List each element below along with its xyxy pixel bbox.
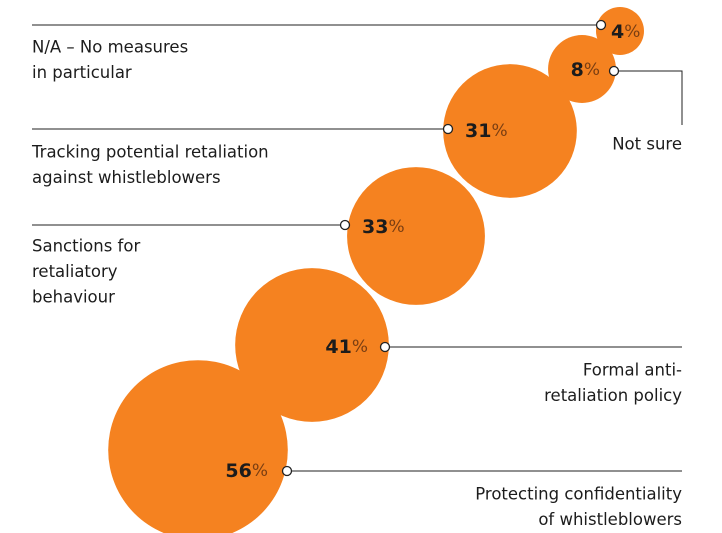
bubble xyxy=(235,268,389,422)
value-unit: % xyxy=(491,121,507,141)
value-label: 56% xyxy=(225,460,268,482)
category-label: Formal anti- xyxy=(583,361,682,380)
value-unit: % xyxy=(584,60,600,80)
value-unit: % xyxy=(252,461,268,481)
category-label: Not sure xyxy=(612,135,682,154)
bubble xyxy=(548,35,616,103)
category-label: retaliatory xyxy=(32,262,118,281)
leader-marker xyxy=(442,123,454,135)
category-label: Tracking potential retaliation xyxy=(31,143,269,162)
leader-line xyxy=(614,70,683,125)
category-label: in particular xyxy=(32,63,132,82)
bubble xyxy=(443,64,577,198)
value-number: 31 xyxy=(465,120,491,142)
bubble xyxy=(347,167,485,305)
bubble xyxy=(108,360,288,533)
value-label: 41% xyxy=(325,336,368,358)
category-label: of whistleblowers xyxy=(538,510,682,529)
value-unit: % xyxy=(624,22,640,42)
category-label: N/A – No measures xyxy=(32,38,188,57)
leader-marker xyxy=(379,341,391,353)
value-number: 8 xyxy=(571,59,584,81)
category-label: behaviour xyxy=(32,288,115,307)
value-label: 31% xyxy=(465,120,508,142)
category-label: against whistleblowers xyxy=(32,168,221,187)
value-number: 33 xyxy=(362,216,388,238)
value-label: 4% xyxy=(611,21,640,43)
bubble xyxy=(596,7,644,55)
category-label: Sanctions for xyxy=(32,237,140,256)
value-label: 8% xyxy=(571,59,600,81)
value-number: 4 xyxy=(611,21,624,43)
category-label: Protecting confidentiality xyxy=(475,485,682,504)
category-label: retaliation policy xyxy=(544,386,682,405)
value-unit: % xyxy=(388,217,404,237)
leader-marker xyxy=(595,19,607,31)
leader-marker xyxy=(281,465,293,477)
value-unit: % xyxy=(352,337,368,357)
value-label: 33% xyxy=(362,216,405,238)
value-number: 56 xyxy=(225,460,251,482)
leader-marker xyxy=(608,65,620,77)
value-number: 41 xyxy=(325,336,351,358)
leader-marker xyxy=(339,219,351,231)
